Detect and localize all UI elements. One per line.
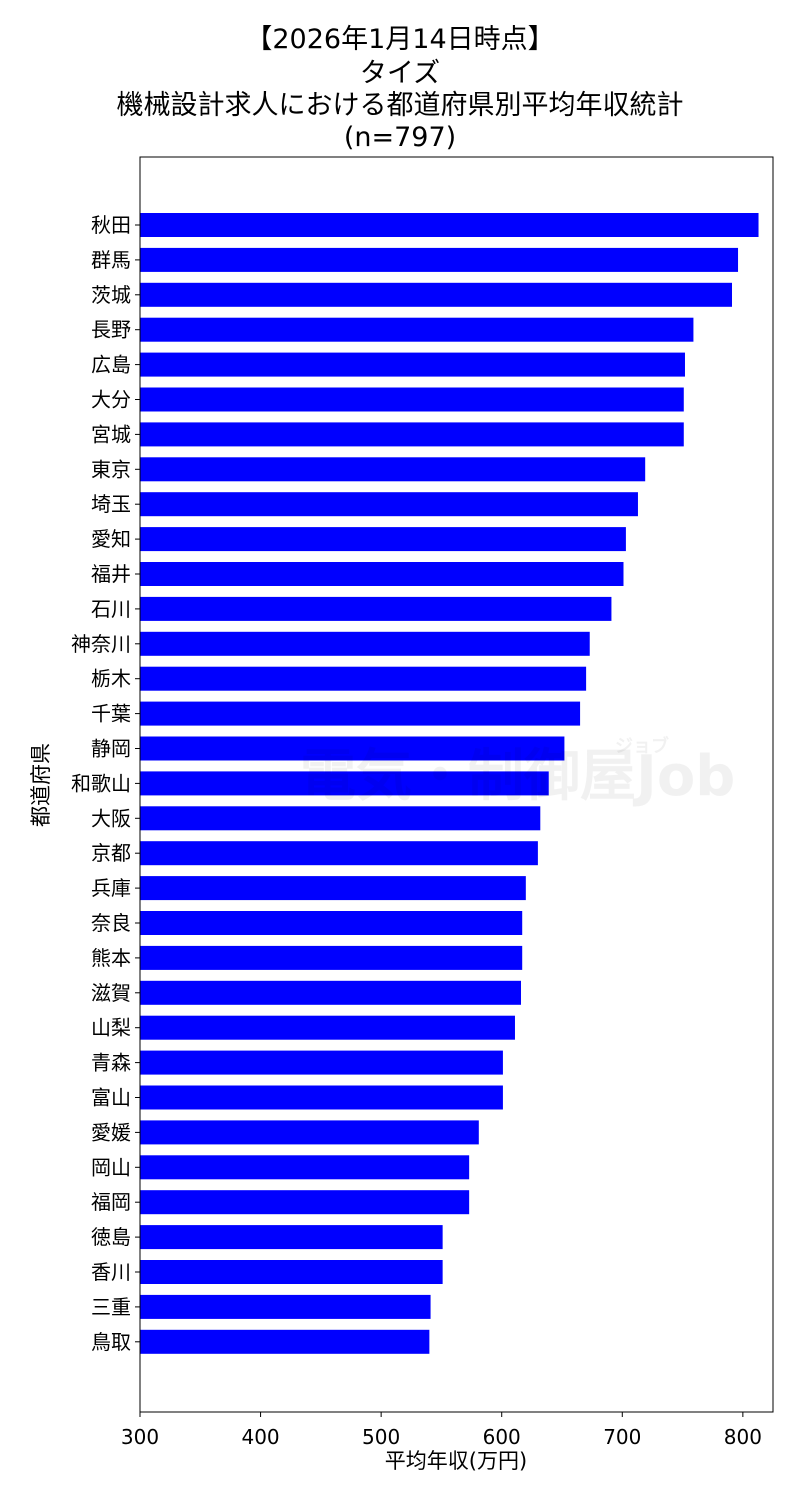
category-label-3: 長野 [91,318,131,342]
bar-19 [140,876,526,901]
x-axis-ticks: 300 400 500 600 700 800 [121,1412,762,1449]
bar-9 [140,527,626,552]
bar-32 [140,1329,430,1354]
category-label-19: 兵庫 [91,876,131,900]
chart-title-main: 機械設計求人における都道府県別平均年収統計 [116,90,684,121]
category-label-27: 岡山 [91,1155,131,1179]
category-label-25: 富山 [91,1086,131,1110]
plot-frame [139,156,774,1413]
y-axis-label: 都道府県 [29,743,53,827]
category-label-2: 茨城 [91,283,131,307]
category-label-8: 埼玉 [91,492,131,516]
category-label-22: 滋賀 [91,981,131,1005]
x-axis-label: 平均年収(万円) [385,1449,527,1473]
bar-group [140,213,759,1354]
category-label-26: 愛媛 [91,1120,131,1144]
category-label-4: 広島 [91,353,131,377]
bar-6 [140,422,684,447]
bar-31 [140,1294,431,1319]
category-label-5: 大分 [91,388,131,412]
x-tick-label-2: 500 [362,1425,400,1449]
category-label-16: 和歌山 [71,771,131,795]
bar-29 [140,1225,443,1250]
bar-18 [140,841,538,866]
category-label-23: 山梨 [91,1016,131,1040]
category-label-24: 青森 [91,1051,131,1075]
category-label-12: 神奈川 [71,632,131,656]
x-tick-label-0: 300 [121,1425,159,1449]
bar-3 [140,317,694,342]
category-label-9: 愛知 [91,527,131,551]
bar-12 [140,631,590,656]
x-tick-label-3: 600 [483,1425,521,1449]
x-tick-label-5: 800 [724,1425,762,1449]
category-label-1: 群馬 [91,248,131,272]
bar-4 [140,352,685,377]
bar-1 [140,247,739,272]
bar-20 [140,911,523,935]
category-label-17: 大阪 [91,806,131,830]
bar-30 [140,1260,443,1284]
bar-2 [140,282,733,307]
chart-title-sample-size: (n=797) [343,122,457,153]
category-label-20: 奈良 [91,911,131,935]
category-label-14: 千葉 [91,702,131,726]
category-label-6: 宮城 [91,422,131,446]
bar-5 [140,387,684,412]
category-label-31: 三重 [91,1295,131,1319]
bar-26 [140,1120,479,1145]
category-label-13: 栃木 [91,667,131,691]
category-label-10: 福井 [91,562,131,586]
chart-title-date: 【2026年1月14日時点】 [245,24,555,55]
bar-28 [140,1190,470,1215]
watermark: 電気・制御屋Job ジョブ [300,735,735,809]
bar-13 [140,666,587,691]
bar-14 [140,701,581,726]
bar-11 [140,596,612,621]
watermark-sub: ジョブ [615,735,669,757]
category-label-18: 京都 [91,841,131,865]
watermark-main: 電気・制御屋Job [300,744,735,809]
category-label-21: 熊本 [91,946,131,970]
bar-10 [140,562,624,586]
category-label-15: 静岡 [91,737,131,761]
category-label-30: 香川 [91,1260,131,1284]
x-tick-label-1: 400 [241,1425,279,1449]
category-label-11: 石川 [91,597,131,621]
bar-21 [140,945,523,970]
chart-title-company: タイズ [359,58,441,89]
category-label-7: 東京 [91,457,131,481]
bar-24 [140,1050,503,1075]
bar-7 [140,457,646,482]
bar-16 [140,771,549,796]
category-labels: 秋田群馬茨城長野広島大分宮城東京埼玉愛知福井石川神奈川栃木千葉静岡和歌山大阪京都… [71,213,140,1354]
category-label-29: 徳島 [91,1225,131,1249]
category-label-28: 福岡 [91,1190,131,1214]
category-label-0: 秋田 [91,213,131,237]
bar-17 [140,806,541,831]
bar-27 [140,1155,470,1180]
bar-0 [140,213,759,237]
bar-8 [140,492,638,517]
bar-22 [140,980,522,1005]
bar-23 [140,1015,515,1040]
x-tick-label-4: 700 [603,1425,641,1449]
bar-25 [140,1085,503,1110]
category-label-32: 鳥取 [91,1330,131,1354]
bar-15 [140,736,565,761]
